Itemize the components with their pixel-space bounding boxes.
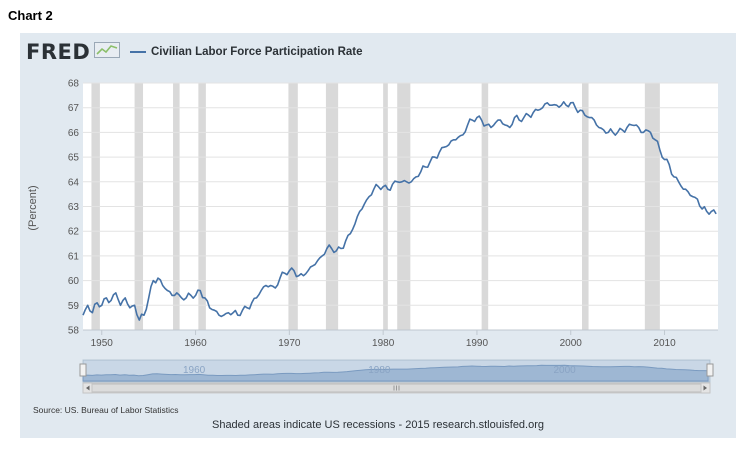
- navigator-handle-left[interactable]: [79, 363, 87, 377]
- x-tick-label: 1980: [372, 338, 395, 349]
- navigator-area: [82, 364, 709, 382]
- fred-logo[interactable]: FRED: [26, 40, 91, 64]
- source-note: Source: US. Bureau of Labor Statistics: [33, 405, 179, 415]
- y-tick-label: 58: [68, 326, 80, 337]
- navigator-labels: 1960 1980 2000: [183, 365, 576, 376]
- navigator-handle-right[interactable]: [706, 363, 714, 377]
- x-tick-label: 2000: [560, 338, 583, 349]
- y-tick-label: 59: [68, 301, 80, 312]
- series-line: [82, 101, 717, 321]
- page-caption: Chart 2: [8, 8, 53, 23]
- x-axis-ticks: 1950 1960 1970 1980 1990 2000 2010: [83, 329, 718, 349]
- series-line-layer: [82, 101, 717, 321]
- grip-icon: [393, 385, 400, 391]
- x-tick-label: 2010: [653, 338, 676, 349]
- legend-swatch: [130, 50, 146, 53]
- navigator-label: 1960: [183, 365, 206, 376]
- y-axis-ticks: 58 59 60 61 62 63 64 65 66 67 68: [68, 79, 80, 337]
- y-tick-label: 67: [68, 103, 80, 114]
- x-tick-label: 1970: [278, 338, 301, 349]
- x-tick-label: 1960: [184, 338, 207, 349]
- navigator[interactable]: 1960 1980 2000: [79, 359, 714, 383]
- y-tick-label: 63: [68, 202, 80, 213]
- navigator-label: 1980: [368, 365, 391, 376]
- arrow-left-icon: [86, 385, 90, 391]
- chart-panel: FRED Civilian Labor Force Participation …: [20, 33, 736, 438]
- y-tick-label: 62: [68, 227, 80, 238]
- x-tick-label: 1950: [91, 338, 114, 349]
- y-tick-label: 65: [68, 153, 80, 164]
- y-tick-label: 68: [68, 79, 80, 90]
- y-axis-title: (Percent): [27, 185, 39, 230]
- fred-logo-graph-icon: [94, 42, 120, 58]
- y-tick-label: 60: [68, 276, 80, 287]
- navigator-label: 2000: [553, 365, 576, 376]
- y-tick-label: 61: [68, 251, 80, 262]
- legend[interactable]: Civilian Labor Force Participation Rate: [130, 46, 363, 58]
- footer-note: Shaded areas indicate US recessions - 20…: [211, 419, 545, 431]
- y-tick-label: 64: [68, 177, 80, 188]
- legend-series-name: Civilian Labor Force Participation Rate: [151, 46, 363, 58]
- arrow-right-icon: [703, 385, 707, 391]
- scrollbar[interactable]: [82, 382, 711, 394]
- navigator-selection[interactable]: [83, 360, 710, 382]
- x-tick-label: 1990: [466, 338, 489, 349]
- y-tick-label: 66: [68, 128, 80, 139]
